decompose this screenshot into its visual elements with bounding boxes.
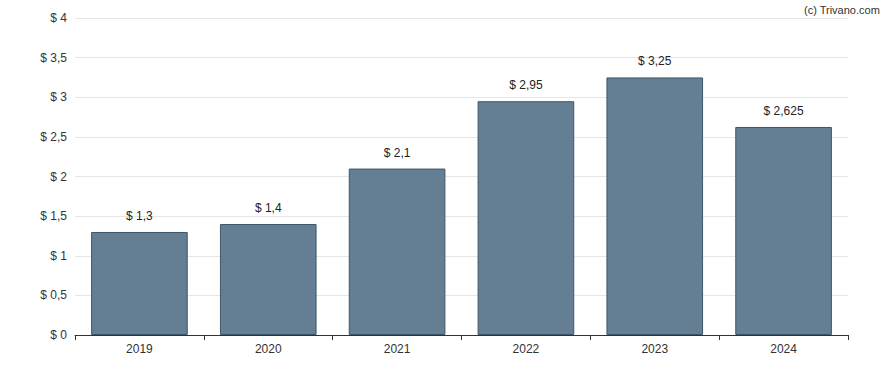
svg-text:(c) Trivano.com: (c) Trivano.com — [804, 4, 880, 16]
svg-text:$ 1,5: $ 1,5 — [40, 209, 67, 223]
svg-text:2019: 2019 — [126, 342, 153, 356]
svg-text:$ 3,5: $ 3,5 — [40, 51, 67, 65]
svg-text:2024: 2024 — [770, 342, 797, 356]
svg-text:$ 2,1: $ 2,1 — [384, 146, 411, 160]
svg-text:$ 4: $ 4 — [50, 11, 67, 25]
svg-text:2022: 2022 — [513, 342, 540, 356]
svg-text:$ 3: $ 3 — [50, 90, 67, 104]
svg-text:$ 1,4: $ 1,4 — [255, 201, 282, 215]
svg-text:$ 1,3: $ 1,3 — [126, 209, 153, 223]
svg-text:$ 0: $ 0 — [50, 328, 67, 342]
svg-text:2021: 2021 — [384, 342, 411, 356]
svg-text:$ 1: $ 1 — [50, 249, 67, 263]
svg-text:2023: 2023 — [641, 342, 668, 356]
svg-text:$ 3,25: $ 3,25 — [638, 54, 672, 68]
svg-text:$ 2,5: $ 2,5 — [40, 130, 67, 144]
svg-text:$ 2,625: $ 2,625 — [764, 104, 804, 118]
svg-text:$ 0,5: $ 0,5 — [40, 288, 67, 302]
svg-text:2020: 2020 — [255, 342, 282, 356]
svg-text:$ 2,95: $ 2,95 — [509, 78, 543, 92]
svg-text:$ 2: $ 2 — [50, 170, 67, 184]
